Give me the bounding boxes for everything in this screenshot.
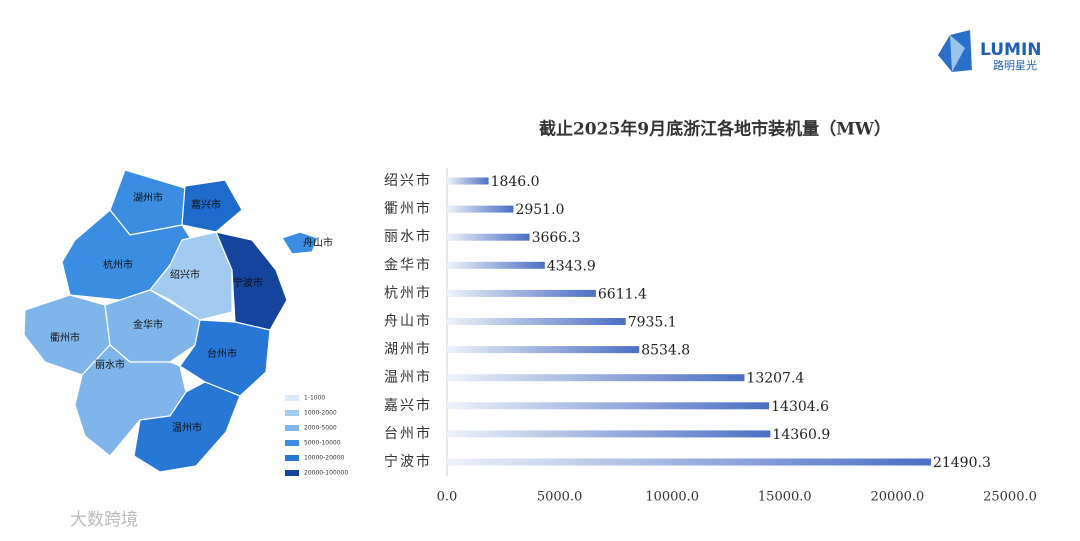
legend-swatch <box>285 425 299 431</box>
watermark: 大数跨境 <box>70 510 138 530</box>
bar <box>447 346 640 354</box>
value-label: 13207.4 <box>746 371 804 387</box>
region-label: 金华市 <box>133 318 163 331</box>
region-label: 舟山市 <box>303 236 333 249</box>
y-tick-label: 金华市 <box>384 256 432 273</box>
y-tick-label: 湖州市 <box>384 341 432 358</box>
x-tick-label: 10000.0 <box>645 490 699 505</box>
value-label: 7935.1 <box>628 315 677 331</box>
legend-swatch <box>285 470 299 476</box>
value-label: 21490.3 <box>933 455 991 471</box>
value-label: 6611.4 <box>598 286 647 302</box>
logo: LUMIN 路明星光 <box>938 30 1042 72</box>
x-tick-label: 15000.0 <box>758 490 812 505</box>
bar <box>447 430 771 438</box>
bar <box>447 318 626 325</box>
region-label: 台州市 <box>207 347 237 360</box>
legend-swatch <box>285 410 299 416</box>
bar <box>447 289 596 297</box>
bar <box>447 261 545 269</box>
legend-label: 20000-100000 <box>304 470 348 477</box>
y-tick-label: 台州市 <box>384 425 432 442</box>
value-label: 2951.0 <box>515 202 564 218</box>
bar <box>447 205 514 213</box>
y-tick-label: 温州市 <box>384 369 432 386</box>
region-label: 温州市 <box>172 421 202 434</box>
legend-label: 10000-20000 <box>304 455 345 462</box>
value-label: 14360.9 <box>772 427 830 443</box>
y-tick-label: 杭州市 <box>384 284 432 301</box>
map-region <box>214 231 288 331</box>
logo-subtitle: 路明星光 <box>993 58 1037 72</box>
legend-swatch <box>285 395 299 401</box>
legend-label: 2000-5000 <box>304 425 337 432</box>
map-region <box>181 179 243 233</box>
y-tick-label: 舟山市 <box>384 313 432 330</box>
legend-swatch <box>285 455 299 461</box>
map-region <box>133 381 241 473</box>
map-region <box>281 231 319 255</box>
bar <box>447 374 745 382</box>
value-label: 14304.6 <box>771 399 829 415</box>
region-label: 丽水市 <box>95 358 125 371</box>
bar <box>447 402 770 410</box>
x-tick-label: 20000.0 <box>871 490 925 505</box>
y-tick-label: 衢州市 <box>384 200 432 217</box>
legend-swatch <box>285 440 299 446</box>
bar <box>447 458 931 466</box>
x-tick-label: 25000.0 <box>983 490 1037 505</box>
region-label: 湖州市 <box>133 191 163 204</box>
x-tick-label: 5000.0 <box>537 490 583 505</box>
value-label: 1846.0 <box>491 174 540 190</box>
value-label: 8534.8 <box>641 343 690 359</box>
y-tick-label: 丽水市 <box>384 228 432 245</box>
legend-label: 1000-2000 <box>304 410 337 417</box>
bar <box>447 177 489 185</box>
region-label: 衢州市 <box>50 331 80 344</box>
bar <box>447 233 530 241</box>
y-tick-label: 绍兴市 <box>384 172 432 189</box>
chart-title: 截止2025年9月底浙江各地市装机量（MW） <box>539 119 891 140</box>
region-label: 杭州市 <box>103 258 133 271</box>
x-tick-label: 0.0 <box>437 490 458 505</box>
region-label: 宁波市 <box>233 276 263 289</box>
value-label: 4343.9 <box>547 258 596 274</box>
region-label: 绍兴市 <box>170 268 200 281</box>
y-tick-label: 嘉兴市 <box>384 397 432 414</box>
logo-brand: LUMIN <box>980 40 1042 60</box>
value-label: 3666.3 <box>532 230 581 246</box>
legend-label: 1-1000 <box>304 395 325 402</box>
region-label: 嘉兴市 <box>191 198 221 211</box>
y-tick-label: 宁波市 <box>384 453 432 470</box>
legend-label: 5000-10000 <box>304 440 341 447</box>
